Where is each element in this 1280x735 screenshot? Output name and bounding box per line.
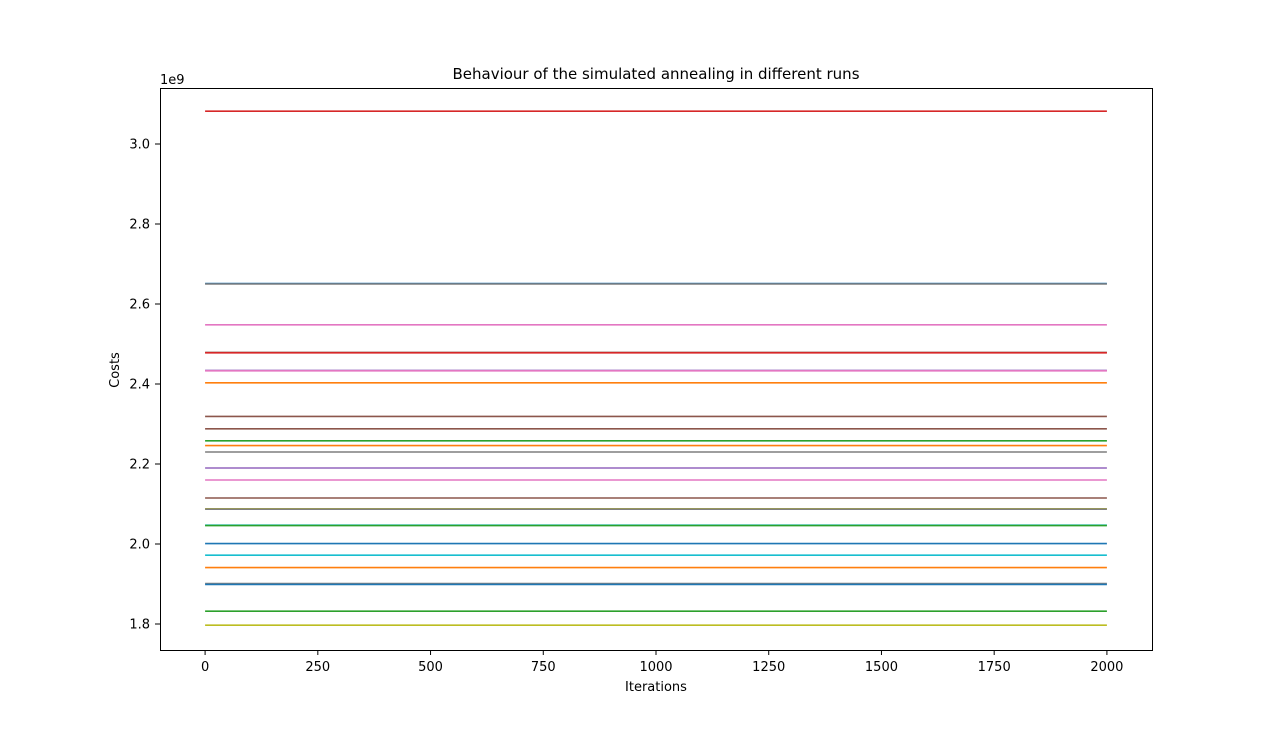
x-tick-label: 2000: [1090, 660, 1123, 675]
x-tick-label: 1000: [639, 660, 672, 675]
y-tick-label: 2.2: [129, 458, 150, 473]
y-axis-offset-label: 1e9: [160, 73, 185, 88]
x-tick-label: 0: [201, 660, 209, 675]
series-layer: [205, 110, 1107, 627]
x-tick-label: 1750: [978, 660, 1011, 675]
y-axis-label: Costs: [108, 352, 123, 388]
x-tick-label: 250: [305, 660, 330, 675]
x-axis: 0 250 500 750 1000 1250 1500 1750 2000: [201, 650, 1123, 675]
y-tick-label: 2.4: [129, 378, 150, 393]
y-tick-label: 3.0: [129, 138, 150, 153]
x-tick-label: 1250: [752, 660, 785, 675]
y-axis: 1.8 2.0 2.2 2.4 2.6 2.8 3.0: [129, 138, 160, 633]
y-tick-label: 2.0: [129, 538, 150, 553]
x-axis-label: Iterations: [625, 680, 687, 695]
x-tick-label: 1500: [865, 660, 898, 675]
y-tick-label: 2.6: [129, 298, 150, 313]
x-tick-label: 500: [418, 660, 443, 675]
chart-title: Behaviour of the simulated annealing in …: [452, 65, 859, 83]
y-tick-label: 2.8: [129, 218, 150, 233]
x-tick-label: 750: [531, 660, 556, 675]
y-tick-label: 1.8: [129, 618, 150, 633]
